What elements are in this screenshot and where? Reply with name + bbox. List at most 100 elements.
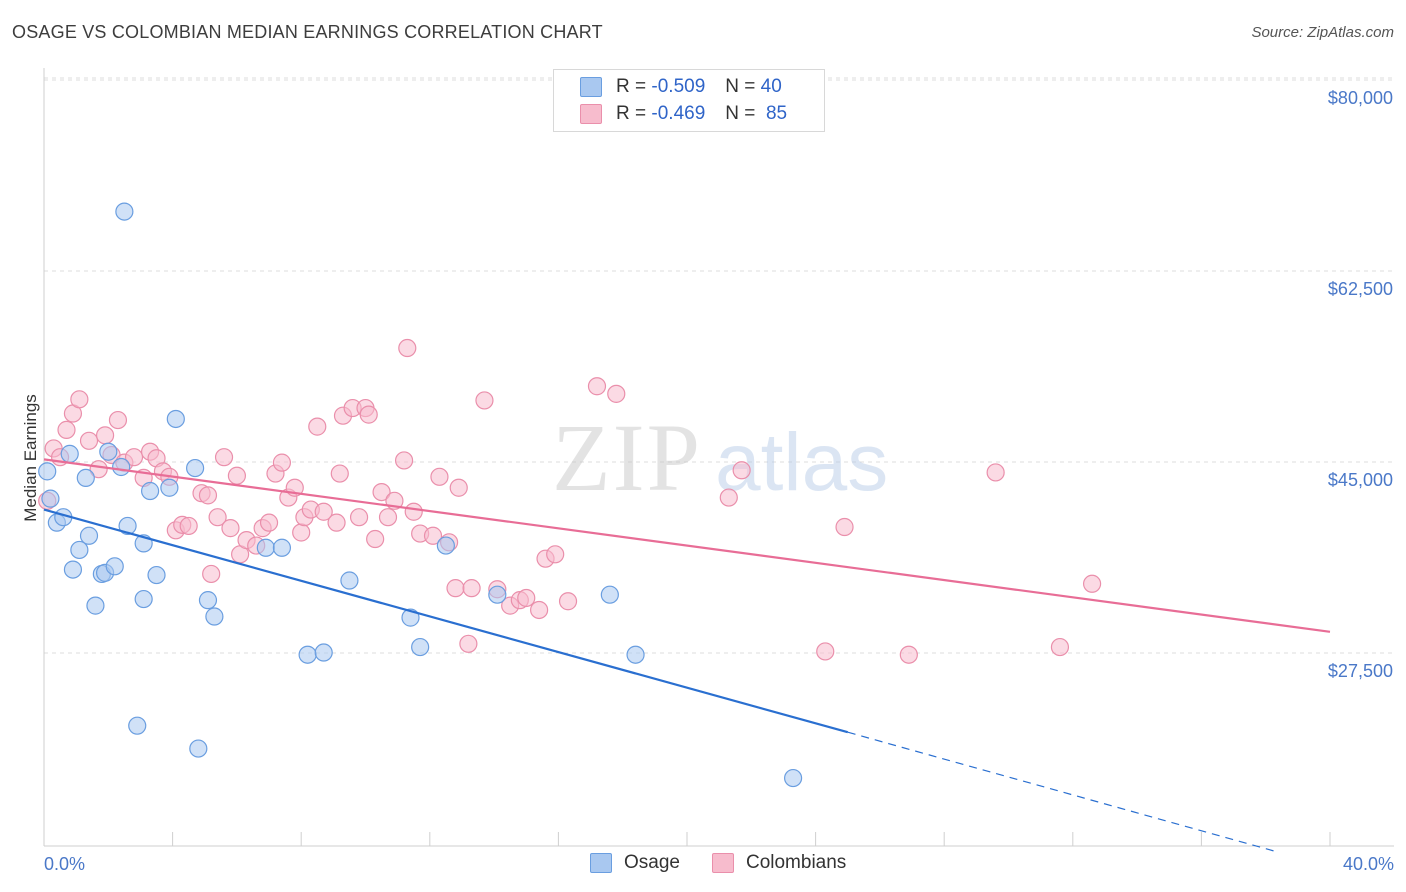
osage-point xyxy=(140,481,160,501)
colombian-point xyxy=(530,600,549,620)
osage-point xyxy=(60,444,79,463)
osage-point xyxy=(272,538,292,557)
legend-osage-n-value: 40 xyxy=(760,76,782,97)
osage-point xyxy=(189,739,208,758)
osage-point xyxy=(99,442,118,461)
osage-point xyxy=(314,643,333,662)
series-legend-colombian[interactable]: Colombians xyxy=(711,852,847,874)
osage-point xyxy=(105,557,124,576)
colombian-point xyxy=(446,579,465,598)
colombian-point xyxy=(124,448,144,467)
legend-colombian-r-label: R = xyxy=(616,103,647,124)
legend-colombian-r-value: -0.469 xyxy=(651,103,706,124)
osage-point xyxy=(118,516,137,536)
osage-point xyxy=(115,202,134,221)
colombian-point xyxy=(378,508,398,527)
stats-legend: R = -0.509 N = 40 R = -0.469 N = 85 xyxy=(553,69,825,132)
colombian-point xyxy=(89,460,108,479)
watermark-zip: ZIP xyxy=(552,404,702,511)
colombian-point xyxy=(314,502,333,521)
colombian-point xyxy=(208,508,227,527)
colombian-point xyxy=(1082,574,1102,593)
osage-point xyxy=(488,585,507,604)
colombian-point xyxy=(259,513,279,532)
colombian-point xyxy=(899,645,918,664)
osage-point xyxy=(205,607,224,626)
colombian-point xyxy=(349,508,369,527)
chart-title: OSAGE VS COLOMBIAN MEDIAN EARNINGS CORRE… xyxy=(12,22,603,42)
y-tick-label: $45,000 xyxy=(1328,470,1393,490)
osage-point xyxy=(340,571,359,590)
watermark: ZIP atlas xyxy=(552,404,888,511)
colombian-point xyxy=(459,634,478,653)
colombian-point xyxy=(108,410,128,430)
osage-point xyxy=(198,591,218,610)
osage-swatch xyxy=(580,77,602,97)
x-tick-label-min: 0.0% xyxy=(44,854,85,874)
colombian-point xyxy=(394,451,414,470)
osage-point xyxy=(128,716,147,735)
colombian-point xyxy=(179,516,198,536)
series-legend: Osage Colombians xyxy=(590,852,878,874)
y-tick-label: $27,500 xyxy=(1328,661,1393,681)
osage-point xyxy=(783,768,803,788)
osage-point xyxy=(626,645,645,664)
colombian-point xyxy=(221,519,240,538)
trend-lines xyxy=(43,458,1331,853)
series-legend-colombian-label: Colombians xyxy=(745,852,847,873)
colombian-point xyxy=(986,463,1005,482)
colombian-point xyxy=(430,467,449,486)
colombian-point xyxy=(366,529,385,549)
osage-point xyxy=(76,468,95,488)
colombian-point xyxy=(330,464,349,483)
y-tick-label: $62,500 xyxy=(1328,279,1393,299)
axis-layer xyxy=(43,68,1394,847)
colombian-point xyxy=(198,486,218,505)
osage-point xyxy=(79,526,99,545)
series-legend-osage-swatch xyxy=(590,853,612,873)
legend-colombian-n-label: N = xyxy=(725,103,756,124)
legend-osage-r-value: -0.509 xyxy=(651,76,706,97)
osage-point xyxy=(134,589,153,609)
colombian-point xyxy=(95,426,115,445)
colombian-point xyxy=(70,390,89,409)
y-axis-title: Median Earnings xyxy=(21,394,40,522)
colombian-point xyxy=(546,545,565,564)
colombian-point xyxy=(404,502,423,521)
osage-point xyxy=(160,478,179,497)
legend-row-colombian: R = -0.469 N = 85 xyxy=(580,102,787,126)
osage-point xyxy=(63,560,83,579)
legend-colombian-n-value: 85 xyxy=(765,103,788,124)
osage-point xyxy=(166,409,185,429)
colombian-point xyxy=(372,482,391,502)
osage-point xyxy=(411,637,430,657)
colombian-point xyxy=(79,431,99,450)
colombian-point xyxy=(732,461,751,480)
colombian-point xyxy=(517,588,536,608)
colombian-point xyxy=(292,523,311,542)
series-legend-osage-label: Osage xyxy=(624,852,680,873)
series-legend-osage[interactable]: Osage xyxy=(590,852,680,874)
colombian-point xyxy=(816,642,835,661)
colombian-point xyxy=(719,488,738,507)
osage-point xyxy=(86,596,105,615)
colombian-point xyxy=(835,517,854,537)
colombian-point xyxy=(1050,637,1070,657)
colombian-point xyxy=(227,466,246,485)
x-tick-label-max: 40.0% xyxy=(1343,854,1394,874)
osage-point xyxy=(70,540,89,560)
colombian-point xyxy=(214,448,234,467)
y-tick-label: $80,000 xyxy=(1328,88,1393,108)
chart-source: Source: ZipAtlas.com xyxy=(1251,24,1394,41)
colombian-point xyxy=(398,338,417,358)
osage-point xyxy=(186,458,205,478)
colombian-point xyxy=(423,526,443,545)
colombian-point xyxy=(449,478,468,497)
osage-points xyxy=(38,202,803,788)
colombian-point xyxy=(558,592,578,611)
x-ticks xyxy=(43,832,1331,846)
colombian-point xyxy=(327,513,346,532)
colombian-swatch xyxy=(580,104,602,124)
osage-point xyxy=(436,536,455,555)
